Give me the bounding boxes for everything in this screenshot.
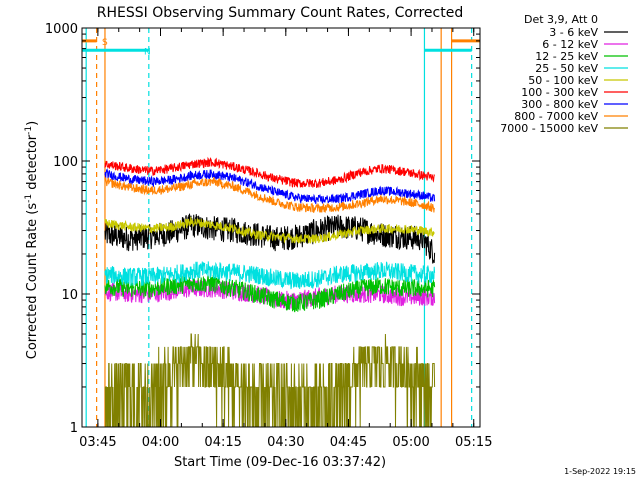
- series-line-4: [104, 216, 435, 244]
- x-tick-label-6: 05:15: [455, 435, 492, 450]
- series-line-8: [104, 333, 436, 428]
- y-axis-label-end: ): [25, 121, 40, 126]
- x-axis-label: Start Time (09-Dec-16 03:37:42): [174, 455, 386, 470]
- legend-label-4: 50 - 100 keV: [528, 74, 598, 87]
- series-line-6: [104, 167, 436, 205]
- x-tick-label-3: 04:30: [267, 435, 304, 450]
- y-axis-label-main: Corrected Count Rate (s: [25, 203, 40, 360]
- status-bar-label-0: S: [102, 38, 108, 48]
- series-line-5: [104, 156, 435, 188]
- y-axis-label-mid: detector: [25, 134, 40, 194]
- plot-frame: [81, 27, 481, 428]
- legend-label-7: 800 - 7000 keV: [514, 110, 598, 123]
- series-line-7: [104, 176, 436, 213]
- y-tick-label-1: 10: [61, 288, 78, 303]
- series-line-2: [104, 274, 436, 313]
- plot-area: SN: [82, 28, 480, 428]
- legend-label-6: 300 - 800 keV: [521, 98, 598, 111]
- x-tick-label-2: 04:15: [204, 435, 241, 450]
- x-tick-label-1: 04:00: [142, 435, 179, 450]
- chart-title: RHESSI Observing Summary Count Rates, Co…: [97, 5, 463, 21]
- legend-label-5: 100 - 300 keV: [521, 86, 598, 99]
- y-axis-label-sup2: -1: [24, 126, 34, 135]
- x-tick-label-5: 05:00: [392, 435, 429, 450]
- y-axis-label: Corrected Count Rate (s-1 detector-1): [24, 121, 40, 359]
- axes: 1 10 100 1000 03:45 04:00 04:15 04:30 04:45 05:00…: [45, 22, 493, 450]
- legend-label-0: 3 - 6 keV: [549, 26, 598, 39]
- legend-header: Det 3,9, Att 0: [524, 13, 598, 26]
- footer-date: 1-Sep-2022 19:15: [564, 467, 636, 476]
- y-tick-label-3: 1000: [45, 22, 78, 37]
- legend-label-2: 12 - 25 keV: [535, 50, 598, 63]
- series-line-3: [104, 261, 436, 290]
- legend-label-1: 6 - 12 keV: [542, 38, 598, 51]
- y-tick-label-0: 1: [70, 421, 78, 436]
- x-tick-label-4: 04:45: [330, 435, 367, 450]
- y-tick-label-2: 100: [53, 155, 78, 170]
- legend-label-3: 25 - 50 keV: [535, 62, 598, 75]
- x-tick-label-0: 03:45: [79, 435, 116, 450]
- status-bar-label-1: N: [144, 47, 151, 57]
- y-axis-label-sup1: -1: [24, 194, 34, 203]
- legend-label-8: 7000 - 15000 keV: [500, 122, 598, 135]
